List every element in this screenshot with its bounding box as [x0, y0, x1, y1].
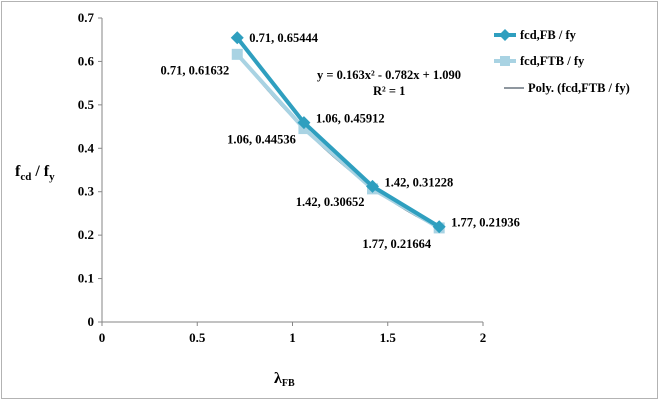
legend-fcd-fb-label: fcd,FB / fy	[520, 28, 577, 42]
series-fcd-fb-point	[432, 220, 446, 234]
y-tick-label: 0.5	[78, 97, 95, 112]
y-axis-title: fcd / fy	[15, 163, 55, 183]
series-fcd-fb-point	[297, 116, 311, 130]
y-tick-label: 0.3	[78, 184, 95, 199]
y-axis-title-sub2: y	[49, 171, 55, 183]
y-tick-label: 0.7	[78, 10, 95, 25]
data-label-fcd-fb: 1.42, 0.31228	[385, 175, 454, 189]
x-tick-label: 2	[480, 330, 487, 345]
data-label-fcd-ftb: 1.42, 0.30652	[296, 195, 365, 209]
y-axis-title-part2: / f	[31, 163, 49, 180]
x-tick-label: 1.5	[380, 330, 397, 345]
axes	[98, 17, 484, 326]
series-fcd-fb-point	[366, 179, 380, 193]
series-fcd-fb-line	[235, 36, 441, 229]
data-label-fcd-fb: 1.06, 0.45912	[316, 112, 385, 126]
trendline-equation: y = 0.163x² - 0.782x + 1.090	[317, 68, 461, 82]
y-tick-label: 0.6	[78, 53, 95, 68]
legend-fcd-fb-marker	[499, 29, 511, 41]
legend: fcd,FB / fy fcd,FTB / fy Poly. (fcd,FTB / …	[494, 28, 630, 95]
x-tick-labels: 0 0.5 1 1.5 2	[99, 330, 487, 345]
x-tick-label: 1	[289, 330, 296, 345]
y-axis-title-sub1: cd	[20, 171, 31, 183]
series-group	[230, 31, 446, 234]
legend-fcd-ftb-marker	[500, 56, 510, 66]
y-tick-label: 0.4	[78, 140, 95, 155]
x-axis-title: λFB	[274, 370, 295, 389]
data-label-fcd-ftb: 1.06, 0.44536	[227, 133, 296, 147]
x-axis-title-main: λ	[274, 370, 282, 387]
y-tick-labels: 0 0.1 0.2 0.3 0.4 0.5 0.6 0.7	[78, 10, 95, 329]
x-axis-title-sub: FB	[282, 378, 295, 389]
data-label-fcd-fb: 0.71, 0.65444	[249, 31, 319, 45]
legend-fcd-ftb-label: fcd,FTB / fy	[520, 54, 585, 68]
x-tick-label: 0	[99, 330, 106, 345]
series-fcd-ftb-point	[231, 48, 243, 60]
y-axis-title-part1: f	[15, 163, 21, 180]
data-labels: 0.71, 0.65444 1.06, 0.45912 1.42, 0.31228 1…	[161, 31, 520, 251]
series-fcd-fb-point	[230, 31, 244, 45]
y-tick-label: 0	[88, 314, 95, 329]
data-label-fcd-fb: 1.77, 0.21936	[451, 216, 520, 230]
legend-poly-label: Poly. (fcd,FTB / fy)	[528, 81, 630, 95]
data-label-fcd-ftb: 0.71, 0.61632	[161, 63, 230, 77]
x-tick-label: 0.5	[189, 330, 206, 345]
y-tick-label: 0.1	[78, 271, 94, 286]
y-tick-label: 0.2	[78, 227, 94, 242]
data-label-fcd-ftb: 1.77, 0.21664	[362, 237, 432, 251]
trendline-r-squared: R² = 1	[373, 84, 405, 98]
